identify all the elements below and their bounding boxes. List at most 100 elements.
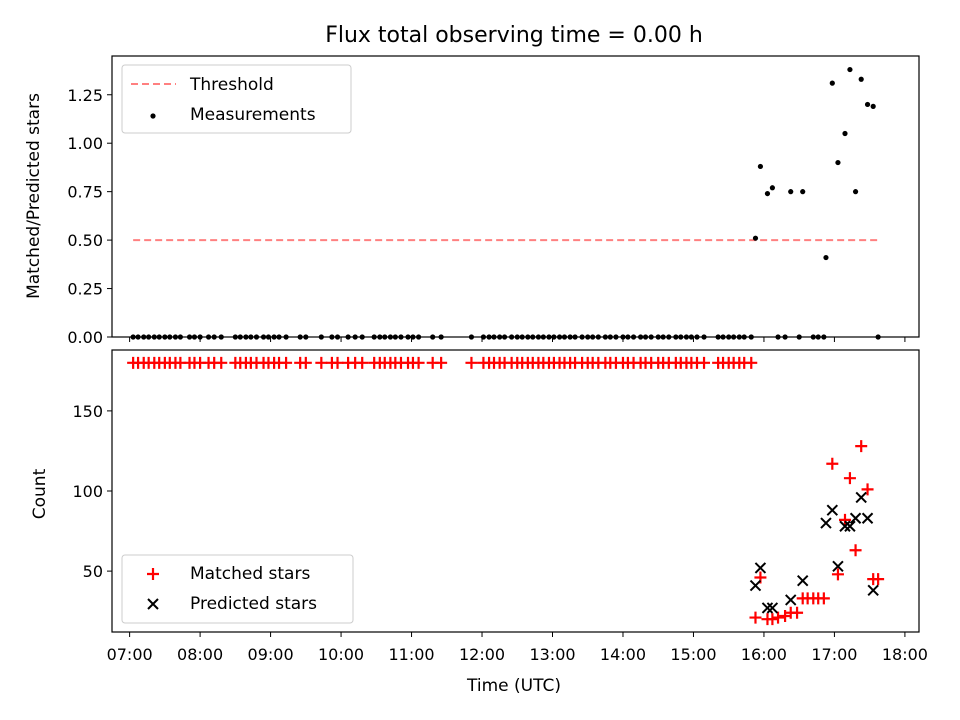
predicted-star-marker bbox=[761, 602, 774, 614]
x-tick-label: 09:00 bbox=[248, 645, 294, 664]
legend-matched-label: Matched stars bbox=[190, 564, 310, 584]
predicted-star-marker bbox=[861, 512, 874, 524]
top-y-tick-label: 0.25 bbox=[67, 280, 103, 299]
x-axis-label: Time (UTC) bbox=[466, 676, 561, 696]
x-tick-label: 07:00 bbox=[107, 645, 153, 664]
bottom-y-tick-label: 100 bbox=[72, 482, 103, 501]
x-tick-label: 16:00 bbox=[741, 645, 787, 664]
predicted-star-marker bbox=[796, 575, 809, 587]
bottom-y-ticks: 50 100 150 bbox=[72, 402, 112, 581]
chart-title: Flux total observing time = 0.00 h bbox=[325, 23, 703, 48]
measurement-point bbox=[764, 190, 771, 197]
matched-star-marker bbox=[465, 356, 478, 369]
measurement-point bbox=[829, 80, 835, 86]
x-tick-label: 17:00 bbox=[811, 645, 857, 664]
legend-predicted-swatch bbox=[147, 598, 159, 610]
measurement-point bbox=[823, 254, 829, 261]
measurement-point bbox=[835, 159, 841, 166]
predicted-star-marker bbox=[754, 562, 767, 574]
top-panel: 0.00 0.25 0.50 0.75 1.00 1.25 Matched/Predict… bbox=[24, 55, 920, 347]
bottom-legend: Matched stars Predicted stars bbox=[121, 554, 354, 624]
top-y-tick-label: 0.75 bbox=[67, 183, 103, 202]
top-y-tick-label: 0.50 bbox=[67, 231, 103, 250]
matched-star-marker bbox=[791, 606, 804, 619]
matched-star-marker bbox=[861, 483, 874, 496]
matched-star-marker bbox=[215, 356, 228, 369]
measurement-point bbox=[864, 101, 871, 108]
matched-star-marker bbox=[412, 356, 425, 369]
matched-star-marker bbox=[855, 440, 868, 453]
top-y-tick-label: 1.00 bbox=[67, 134, 103, 153]
legend-measurements-label: Measurements bbox=[190, 105, 316, 125]
bottom-panel: 50 100 150 07:00 08:00 09:00 10:00 11:00 12:00 1… bbox=[30, 349, 928, 696]
matched-star-marker bbox=[817, 592, 830, 605]
matched-star-marker bbox=[826, 457, 839, 470]
predicted-star-marker bbox=[839, 520, 851, 532]
measurement-point bbox=[788, 189, 794, 195]
matched-star-marker bbox=[843, 472, 856, 485]
measurement-point bbox=[800, 189, 806, 195]
matched-star-marker bbox=[745, 356, 758, 369]
x-tick-label: 18:00 bbox=[882, 645, 928, 664]
matched-star-marker bbox=[872, 573, 885, 586]
bottom-y-tick-label: 50 bbox=[83, 562, 103, 581]
predicted-star-marker bbox=[749, 579, 762, 592]
top-legend-box bbox=[121, 64, 352, 134]
measurement-point bbox=[842, 130, 848, 137]
measurement-point bbox=[757, 163, 764, 170]
matched-star-marker bbox=[315, 356, 328, 369]
predicted-star-marker bbox=[785, 594, 797, 606]
predicted-star-marker bbox=[844, 520, 856, 532]
matched-star-marker bbox=[831, 568, 844, 581]
matched-star-marker bbox=[698, 356, 711, 369]
top-data-layer bbox=[130, 66, 881, 340]
predicted-star-marker bbox=[766, 602, 779, 614]
predicted-star-marker bbox=[826, 504, 839, 516]
legend-measurements-swatch bbox=[150, 113, 156, 119]
legend-predicted-label: Predicted stars bbox=[190, 594, 317, 614]
x-tick-label: 12:00 bbox=[459, 645, 505, 664]
matched-star-marker bbox=[849, 544, 862, 557]
bottom-x-ticks: 07:00 08:00 09:00 10:00 11:00 12:00 13:00 14:00… bbox=[107, 632, 928, 664]
predicted-star-marker bbox=[855, 491, 867, 504]
x-tick-label: 15:00 bbox=[670, 645, 716, 664]
bottom-data-layer bbox=[127, 356, 885, 626]
predicted-star-marker bbox=[867, 584, 879, 597]
legend-matched-swatch bbox=[147, 568, 159, 580]
x-tick-label: 10:00 bbox=[318, 645, 364, 664]
matched-star-marker bbox=[356, 356, 369, 369]
measurement-point bbox=[858, 76, 864, 82]
x-tick-label: 14:00 bbox=[600, 645, 646, 664]
measurement-point bbox=[852, 189, 859, 195]
x-tick-label: 13:00 bbox=[529, 645, 575, 664]
x-tick-label: 08:00 bbox=[177, 645, 223, 664]
legend-threshold-label: Threshold bbox=[189, 75, 274, 95]
matched-star-marker bbox=[838, 513, 851, 526]
top-x-ticks bbox=[129, 337, 906, 342]
top-y-tick-label: 0.00 bbox=[67, 328, 103, 347]
predicted-star-marker bbox=[820, 517, 832, 529]
bottom-y-tick-label: 150 bbox=[72, 402, 103, 421]
predicted-star-marker bbox=[849, 512, 862, 524]
bottom-y-axis-label: Count bbox=[30, 468, 50, 519]
measurement-point bbox=[870, 103, 876, 109]
matched-star-marker bbox=[772, 611, 785, 624]
measurement-point bbox=[752, 235, 759, 241]
top-y-axis-label: Matched/Predicted stars bbox=[24, 93, 44, 299]
measurement-point bbox=[847, 66, 853, 73]
matched-star-marker bbox=[280, 356, 293, 369]
matched-star-marker bbox=[435, 356, 448, 369]
top-y-tick-label: 1.25 bbox=[67, 86, 103, 105]
top-y-ticks: 0.00 0.25 0.50 0.75 1.00 1.25 bbox=[67, 86, 112, 347]
top-legend: Threshold Measurements bbox=[121, 64, 352, 134]
predicted-star-marker bbox=[832, 560, 844, 573]
matched-star-marker bbox=[331, 356, 344, 369]
matched-star-marker bbox=[766, 613, 779, 626]
matched-star-marker bbox=[299, 356, 312, 369]
top-axes-frame bbox=[111, 55, 920, 338]
bottom-legend-box bbox=[121, 554, 354, 624]
x-tick-label: 11:00 bbox=[388, 645, 434, 664]
matched-star-marker bbox=[749, 611, 762, 624]
measurement-point bbox=[769, 185, 776, 191]
